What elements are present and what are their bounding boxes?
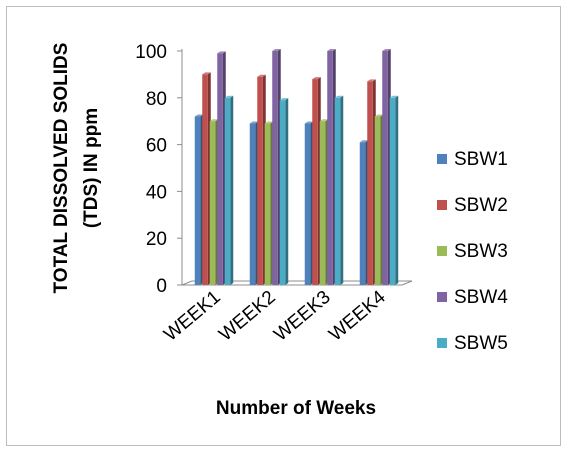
legend-swatch: [437, 338, 447, 348]
legend-label: SBW4: [454, 287, 508, 308]
bar-top: [312, 77, 321, 80]
bar: [374, 114, 384, 286]
bar: [264, 121, 274, 285]
bar-top: [209, 119, 219, 122]
legend-label: SBW1: [454, 149, 508, 170]
bar: [202, 72, 211, 286]
legend-item: SBW1: [437, 149, 508, 170]
legend-swatch: [437, 200, 447, 210]
bar-top: [194, 114, 204, 117]
bar-front: [272, 51, 278, 285]
bar-top: [382, 49, 391, 51]
bar: [304, 121, 314, 285]
bar-front: [304, 123, 311, 285]
y-tick-label: 20: [146, 229, 167, 250]
bar-front: [257, 76, 263, 286]
bar-front: [209, 121, 216, 285]
x-tick-label: WEEK1: [160, 287, 224, 346]
legend-item: SBW4: [437, 287, 508, 308]
legend-item: SBW5: [437, 333, 508, 354]
legend-swatch: [437, 154, 447, 164]
bar-front: [389, 97, 396, 285]
y-tick-label: 100: [135, 42, 167, 63]
y-axis-title-line2: (TDS) IN ppm: [81, 108, 102, 228]
x-tick-label: WEEK4: [325, 286, 390, 345]
bar-top: [304, 121, 314, 124]
bar-side: [230, 95, 234, 285]
bar-side: [340, 95, 344, 285]
bar: [257, 74, 266, 286]
bar-front: [319, 121, 326, 285]
bar-top: [217, 51, 226, 54]
bar-top: [327, 49, 336, 51]
y-tick-label: 40: [146, 182, 167, 203]
bar: [367, 79, 376, 285]
bar-top: [319, 119, 329, 122]
legend-item: SBW3: [437, 241, 508, 262]
legend-swatch: [437, 246, 447, 256]
legend-label: SBW2: [454, 195, 508, 216]
bar-front: [312, 79, 318, 285]
bar-front: [382, 51, 388, 285]
legend-label: SBW5: [454, 333, 508, 354]
legend-swatch: [437, 292, 447, 302]
bar: [224, 95, 234, 285]
bar-side: [285, 98, 289, 285]
x-axis-title: Number of Weeks: [216, 398, 376, 419]
y-axis-ticks: 0 20 40 60 80 100: [135, 42, 182, 297]
bar-front: [249, 123, 256, 285]
bars: [194, 49, 399, 286]
x-tick-label: WEEK2: [215, 287, 279, 346]
bar-top: [359, 140, 369, 143]
bar-top: [202, 72, 211, 75]
y-axis-title-line1: TOTAL DISSOLVED SOLIDS: [51, 43, 72, 294]
bar-front: [264, 123, 271, 285]
legend-item: SBW2: [437, 195, 508, 216]
bar-top: [279, 98, 289, 101]
bar-top: [257, 74, 266, 77]
bar-top: [272, 49, 281, 51]
bar: [249, 121, 259, 285]
bar-front: [334, 97, 341, 285]
bar-front: [359, 142, 366, 285]
x-tick-label: WEEK3: [270, 287, 334, 346]
y-tick-label: 80: [146, 89, 167, 110]
bar: [272, 49, 281, 285]
y-axis-title: TOTAL DISSOLVED SOLIDS (TDS) IN ppm: [51, 43, 102, 294]
bar-top: [249, 121, 259, 124]
bar: [217, 51, 226, 286]
bar: [209, 119, 219, 285]
bar: [359, 140, 369, 285]
bar-side: [395, 95, 399, 285]
y-tick-label: 0: [156, 276, 167, 297]
bar-front: [202, 74, 208, 286]
bar-top: [374, 114, 384, 117]
y-tick-label: 60: [146, 136, 167, 157]
bar-front: [327, 51, 333, 285]
legend-label: SBW3: [454, 241, 508, 262]
bar-top: [334, 95, 344, 98]
bar-front: [374, 116, 381, 286]
bar: [389, 95, 399, 285]
bar-front: [217, 53, 223, 286]
bar: [319, 119, 329, 285]
bar-top: [367, 79, 376, 82]
bar-front: [224, 97, 231, 285]
bar-front: [367, 81, 373, 285]
bar: [312, 77, 321, 285]
bar-front: [194, 116, 201, 286]
bar: [279, 98, 289, 285]
bar: [334, 95, 344, 285]
bar: [327, 49, 336, 285]
bar-front: [279, 100, 286, 285]
bar-top: [224, 95, 234, 98]
legend: SBW1 SBW2 SBW3 SBW4 SBW5: [437, 149, 508, 354]
bar: [194, 114, 204, 286]
bar: [382, 49, 391, 285]
bar-top: [264, 121, 274, 124]
bar-top: [389, 95, 399, 98]
